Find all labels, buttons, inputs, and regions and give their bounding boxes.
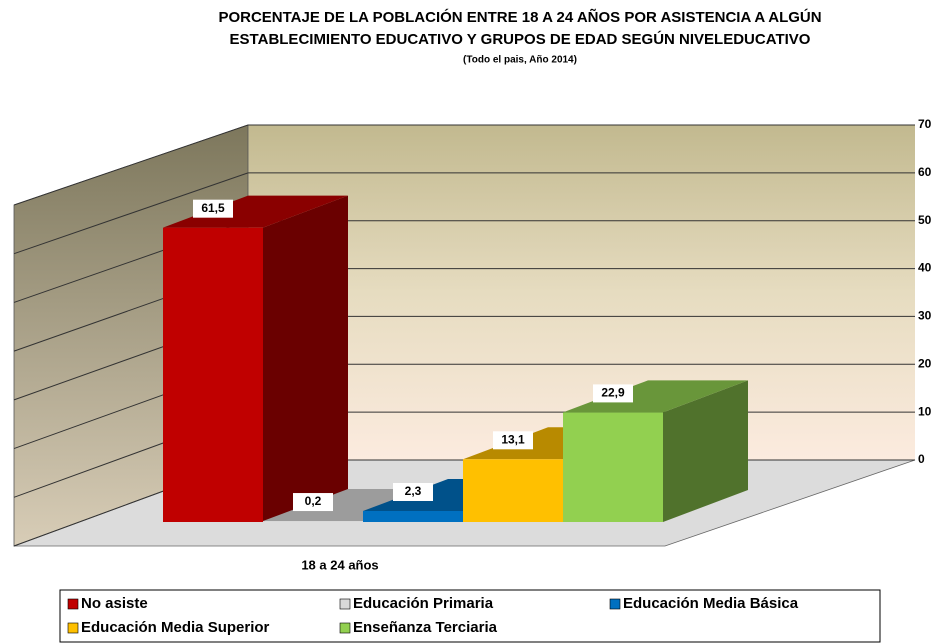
grid-line: [13, 124, 249, 206]
legend-swatch: [67, 598, 79, 610]
y-tick-label: 70: [918, 117, 932, 131]
y-tick-label: 60: [918, 165, 932, 179]
data-label-box: [593, 384, 633, 403]
bar: [163, 227, 263, 522]
legend-swatch: [609, 598, 621, 610]
bar-side: [263, 195, 348, 522]
legend-label: Educación Media Básica: [623, 595, 799, 612]
legend-label: Educación Media Superior: [81, 619, 270, 636]
data-label-box: [293, 493, 333, 512]
bar: [463, 459, 563, 522]
data-label: 13,1: [501, 432, 525, 446]
bar-top: [563, 380, 748, 413]
data-label: 0,2: [305, 494, 322, 508]
legend-label: Enseñanza Terciaria: [353, 619, 498, 636]
data-label: 2,3: [405, 484, 422, 498]
grid-line: [13, 172, 249, 255]
chart-subtitle: (Todo el pais, Año 2014): [463, 55, 577, 66]
chart-title: ESTABLECIMIENTO EDUCATIVO Y GRUPOS DE ED…: [230, 30, 811, 48]
bar: [363, 510, 463, 522]
legend: [59, 589, 881, 643]
bar: [263, 521, 363, 522]
legend-label: No asiste: [81, 595, 148, 612]
y-tick-label: 10: [918, 404, 932, 418]
legend-swatch: [339, 622, 351, 634]
legend-swatch: [67, 622, 79, 634]
data-label-box: [193, 199, 233, 218]
data-label: 22,9: [601, 386, 625, 400]
y-tick-label: 20: [918, 356, 932, 370]
legend-swatch: [339, 598, 351, 610]
y-tick-label: 30: [918, 309, 932, 323]
y-tick-label: 40: [918, 261, 932, 275]
back-wall: [248, 125, 915, 460]
bar-top: [163, 195, 348, 228]
data-label: 61,5: [201, 201, 225, 215]
data-label-box: [393, 482, 433, 501]
chart-title: PORCENTAJE DE LA POBLACIÓN ENTRE 18 A 24…: [218, 8, 821, 26]
legend-label: Educación Primaria: [353, 595, 494, 612]
x-tick-label: 18 a 24 años: [301, 557, 378, 572]
bar: [563, 412, 663, 522]
data-label-box: [493, 431, 533, 450]
y-tick-label: 0: [918, 452, 925, 466]
bar-side: [663, 380, 748, 522]
y-tick-label: 50: [918, 213, 932, 227]
